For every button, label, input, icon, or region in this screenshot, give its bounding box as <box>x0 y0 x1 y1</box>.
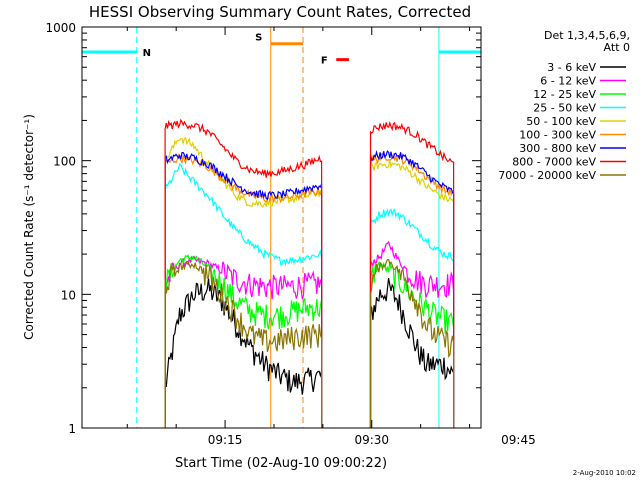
legend-label: 50 - 100 keV <box>526 115 596 128</box>
series-line <box>164 255 323 428</box>
series-line <box>369 208 455 428</box>
chart-title: HESSI Observing Summary Count Rates, Cor… <box>89 3 471 21</box>
series-line <box>164 136 323 428</box>
series-line <box>164 278 323 428</box>
series-line <box>369 159 455 428</box>
series-line <box>369 240 455 428</box>
legend-label: 100 - 300 keV <box>519 129 596 142</box>
flag-F-label: F <box>321 56 328 67</box>
x-tick-label: 09:30 <box>354 433 389 447</box>
series-line <box>369 277 455 428</box>
legend-label: 300 - 800 keV <box>519 142 596 155</box>
legend-label: 25 - 50 keV <box>533 102 596 115</box>
flag-S-label: S <box>255 33 262 44</box>
legend-label: 7000 - 20000 keV <box>498 169 596 182</box>
series-line <box>369 149 455 428</box>
legend-header: Det 1,3,4,5,6,9, <box>544 29 630 42</box>
legend-label: 12 - 25 keV <box>533 88 596 101</box>
series-line <box>164 260 323 428</box>
series-line <box>164 151 323 428</box>
legend-label: 6 - 12 keV <box>540 75 596 88</box>
x-tick-label: 09:15 <box>208 433 243 447</box>
x-tick-label: 09:45 <box>501 433 536 447</box>
y-tick-label: 1 <box>68 422 76 436</box>
legend-attenuator: Att 0 <box>604 41 630 54</box>
data-layer: N S F <box>81 27 482 428</box>
series-line <box>164 254 323 428</box>
flag-N-label: N <box>143 48 151 59</box>
y-axis-label: Corrected Count Rate (s⁻¹ detector⁻¹) <box>22 114 36 340</box>
x-axis-label: Start Time (02-Aug-10 09:00:22) <box>175 456 387 471</box>
y-tick-label: 1000 <box>45 21 76 35</box>
series-line <box>369 258 455 428</box>
legend-label: 800 - 7000 keV <box>512 156 596 169</box>
series-line <box>369 121 455 428</box>
series-line <box>164 118 323 428</box>
y-tick-label: 100 <box>53 155 76 169</box>
plot-frame <box>81 26 482 429</box>
legend-label: 3 - 6 keV <box>547 61 596 74</box>
date-stamp: 2-Aug-2010 10:02 <box>573 469 636 477</box>
series-line <box>164 162 323 428</box>
y-tick-label: 10 <box>61 288 76 302</box>
